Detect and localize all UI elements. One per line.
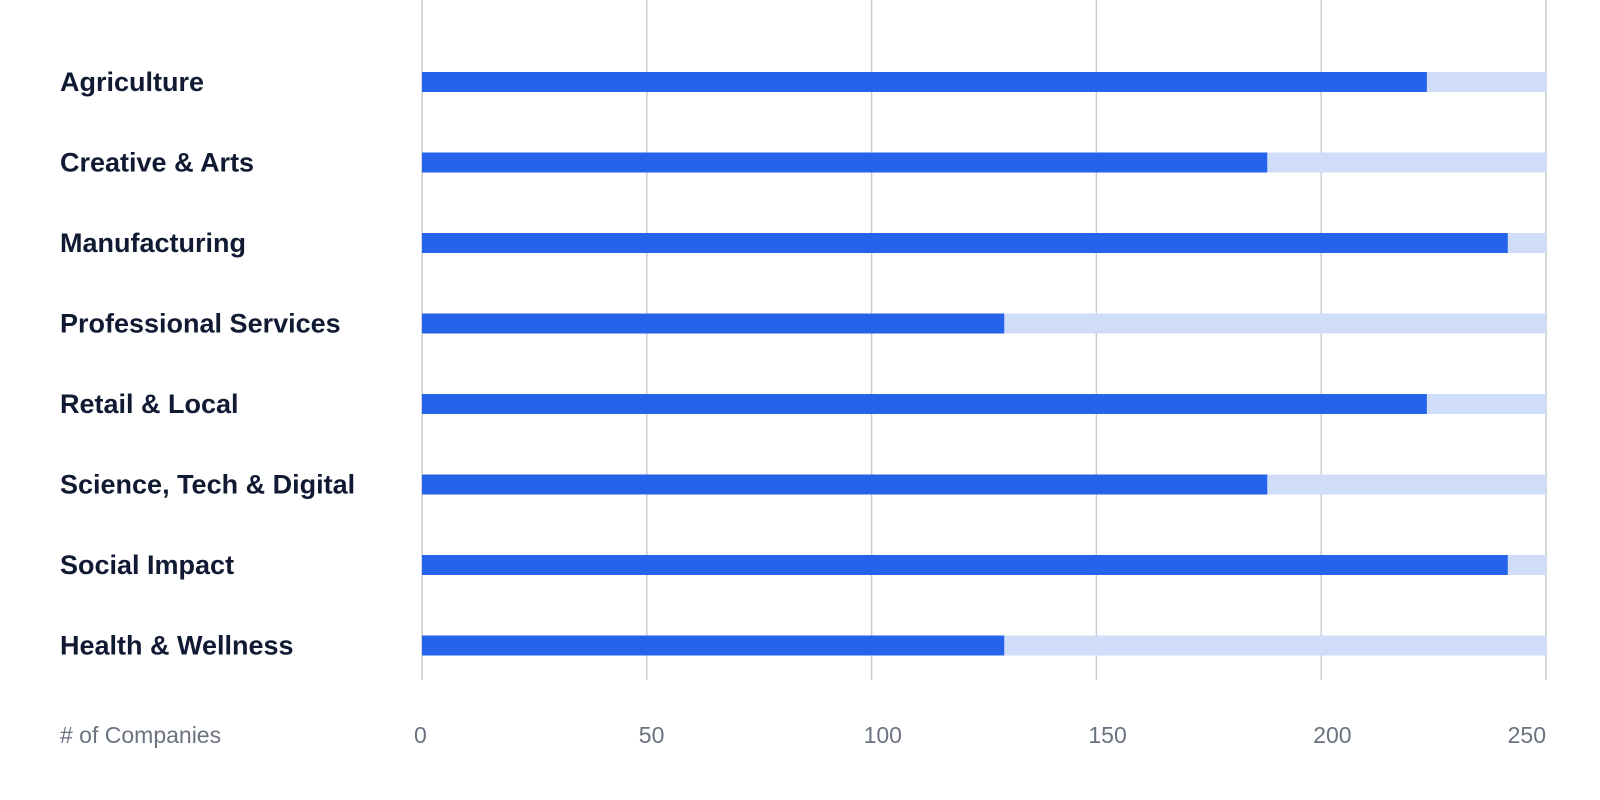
bar — [422, 635, 1005, 656]
bar — [422, 72, 1427, 92]
grid-lines — [421, 0, 1547, 680]
x-tick-label: 200 — [1313, 722, 1351, 748]
category-label: Manufacturing — [60, 228, 246, 258]
x-tick-label: 100 — [864, 722, 902, 748]
bar — [422, 233, 1508, 253]
x-tick-label: 50 — [639, 722, 665, 748]
x-tick-label: 0 — [414, 722, 427, 748]
bar — [422, 555, 1508, 575]
bar — [422, 394, 1427, 414]
category-label: Social Impact — [60, 550, 234, 580]
category-label: Creative & Arts — [60, 148, 254, 178]
bar — [422, 152, 1268, 173]
x-axis-title: # of Companies — [60, 722, 221, 748]
category-label: Science, Tech & Digital — [60, 470, 355, 500]
category-label: Health & Wellness — [60, 631, 294, 661]
x-tick-label: 150 — [1088, 722, 1126, 748]
bar — [422, 474, 1268, 495]
category-label: Agriculture — [60, 67, 204, 97]
category-label: Retail & Local — [60, 389, 239, 419]
bars — [422, 72, 1508, 656]
x-tick-labels: 0 50 100 150 200 250 — [414, 722, 1546, 748]
bar — [422, 313, 1005, 334]
category-labels: Agriculture Creative & Arts Manufacturing P… — [60, 67, 355, 661]
x-tick-label: 250 — [1508, 722, 1546, 748]
category-label: Professional Services — [60, 309, 341, 339]
